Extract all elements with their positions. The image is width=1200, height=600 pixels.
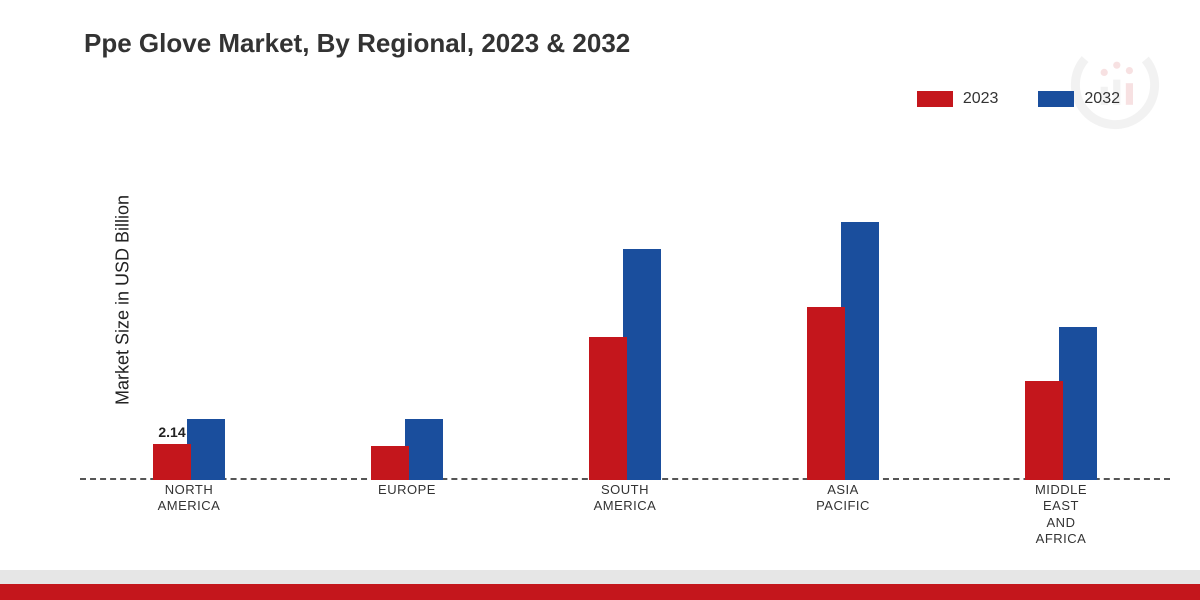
bar-value-label: 2.14 (158, 424, 185, 440)
bar-2023 (807, 307, 845, 480)
bar-group (371, 140, 443, 480)
legend: 2023 2032 (917, 90, 1120, 108)
bar-2023 (589, 337, 627, 480)
bar-2032 (405, 419, 443, 480)
legend-swatch-2023 (917, 91, 953, 107)
bar-2032 (187, 419, 225, 480)
legend-swatch-2032 (1038, 91, 1074, 107)
chart-title: Ppe Glove Market, By Regional, 2023 & 20… (84, 28, 630, 59)
x-axis-labels: NORTHAMERICA EUROPE SOUTHAMERICA ASIAPACIFI… (80, 482, 1170, 547)
bar-group (1025, 140, 1097, 480)
bar-2023: 2.14 (153, 444, 191, 480)
watermark-logo (1070, 40, 1160, 130)
x-tick-label: SOUTHAMERICA (565, 482, 685, 547)
x-tick-label: NORTHAMERICA (129, 482, 249, 547)
bar-group (807, 140, 879, 480)
x-tick-label: ASIAPACIFIC (783, 482, 903, 547)
x-tick-label: EUROPE (347, 482, 467, 547)
legend-label-2032: 2032 (1084, 90, 1120, 108)
legend-item-2032: 2032 (1038, 90, 1120, 108)
footer-shadow (0, 570, 1200, 584)
bar-2032 (1059, 327, 1097, 480)
bar-2032 (841, 222, 879, 480)
legend-item-2023: 2023 (917, 90, 999, 108)
bar-2023 (371, 446, 409, 480)
bar-2032 (623, 249, 661, 480)
x-tick-label: MIDDLEEASTANDAFRICA (1001, 482, 1121, 547)
footer-accent-bar (0, 584, 1200, 600)
bar-group (589, 140, 661, 480)
bar-group: 2.14 (153, 140, 225, 480)
legend-label-2023: 2023 (963, 90, 999, 108)
chart-plot-area: 2.14 (80, 140, 1170, 480)
bar-2023 (1025, 381, 1063, 480)
